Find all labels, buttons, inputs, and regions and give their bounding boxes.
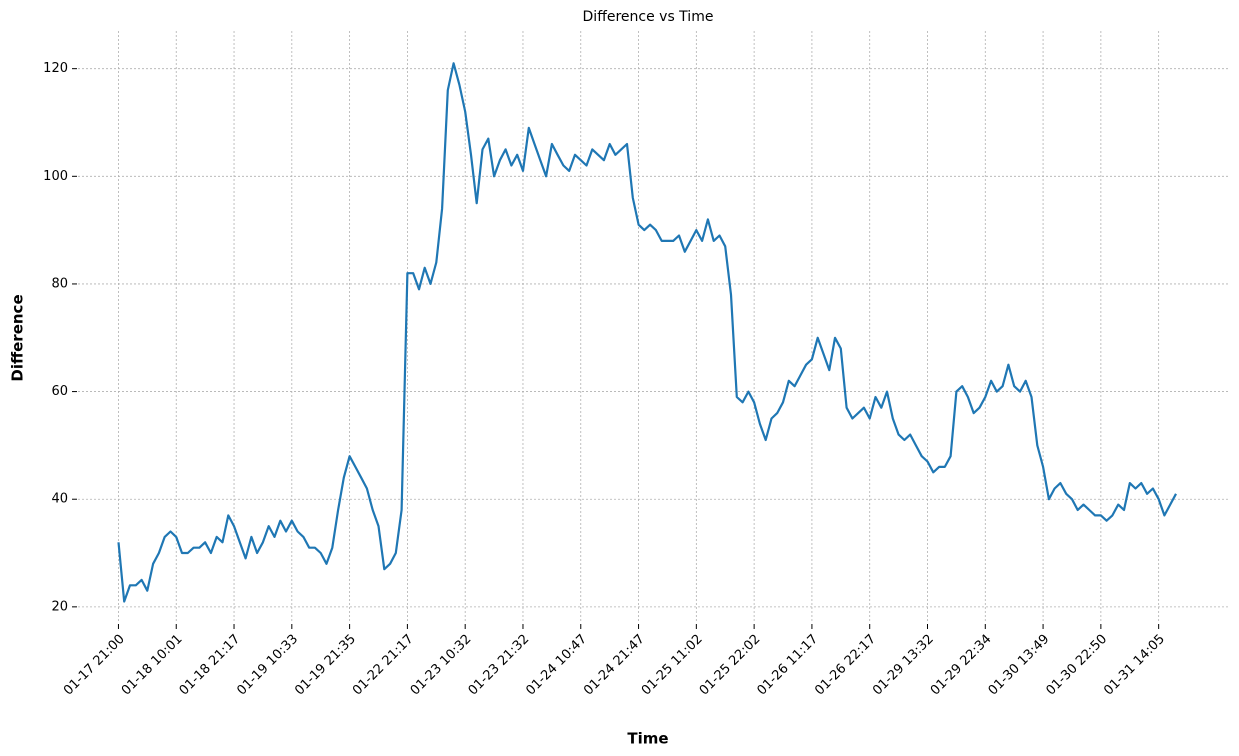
x-tick-label: 01-26 11:17 xyxy=(754,632,821,699)
x-tick-label: 01-18 21:17 xyxy=(177,632,244,699)
x-tick-label: 01-19 10:33 xyxy=(234,632,301,699)
x-tick-label: 01-22 21:17 xyxy=(350,632,417,699)
y-axis-label: Difference xyxy=(9,294,27,381)
x-tick-label: 01-18 10:01 xyxy=(119,632,186,699)
x-tick-label: 01-19 21:35 xyxy=(292,632,359,699)
x-tick-label: 01-31 14:05 xyxy=(1101,632,1168,699)
chart-title: Difference vs Time xyxy=(583,9,714,25)
y-tick-label: 40 xyxy=(51,492,68,507)
x-tick-label: 01-26 22:17 xyxy=(812,632,879,699)
x-axis-label: Time xyxy=(627,730,668,748)
x-tick-label: 01-17 21:00 xyxy=(61,632,128,699)
x-tick-label: 01-30 13:49 xyxy=(986,632,1053,699)
x-tick-label: 01-29 22:34 xyxy=(928,632,995,699)
x-tick-label: 01-25 11:02 xyxy=(639,632,706,699)
y-tick-label: 100 xyxy=(43,169,68,184)
x-tick-label: 01-25 22:02 xyxy=(697,632,764,699)
y-tick-label: 80 xyxy=(51,276,68,291)
y-tick-label: 20 xyxy=(51,599,68,614)
data-line xyxy=(117,62,1177,603)
y-tick-label: 120 xyxy=(43,61,68,76)
y-tick-label: 60 xyxy=(51,384,68,399)
x-tick-label: 01-23 10:32 xyxy=(408,632,475,699)
x-tick-label: 01-24 10:47 xyxy=(523,632,590,699)
x-tick-label: 01-29 13:32 xyxy=(870,632,937,699)
x-tick-label: 01-30 22:50 xyxy=(1043,632,1110,699)
x-tick-label: 01-23 21:32 xyxy=(466,632,533,699)
x-tick-label: 01-24 21:47 xyxy=(581,632,648,699)
